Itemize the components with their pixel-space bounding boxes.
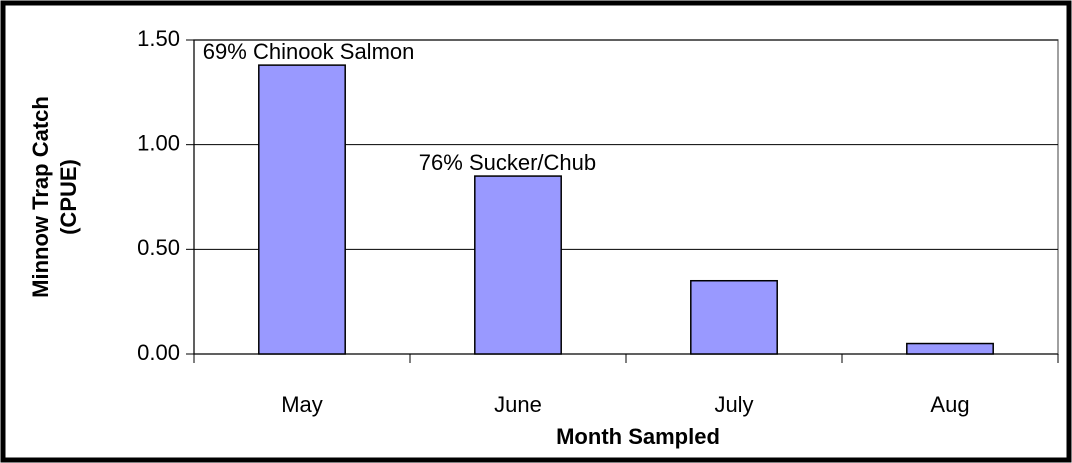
x-tick-label: July <box>714 392 753 417</box>
x-tick-label: May <box>281 392 323 417</box>
x-tick-label: Aug <box>930 392 969 417</box>
bar <box>690 279 778 355</box>
y-axis-title: Minnow Trap Catch (CPUE) <box>28 96 81 298</box>
y-tick-label: 1.50 <box>137 26 180 51</box>
y-axis-title-line: (CPUE) <box>56 159 81 235</box>
y-tick-label: 0.00 <box>137 340 180 365</box>
bar <box>474 175 562 355</box>
bar-annotation: 69% Chinook Salmon <box>203 39 415 64</box>
y-axis-title-line: Minnow Trap Catch <box>28 96 53 298</box>
bar <box>258 64 346 355</box>
bar <box>906 342 994 355</box>
y-tick-label: 0.50 <box>137 235 180 260</box>
x-axis-title: Month Sampled <box>556 424 720 449</box>
x-tick-label: June <box>494 392 542 417</box>
bar-annotation: 76% Sucker/Chub <box>419 150 596 175</box>
y-tick-label: 1.00 <box>137 130 180 155</box>
